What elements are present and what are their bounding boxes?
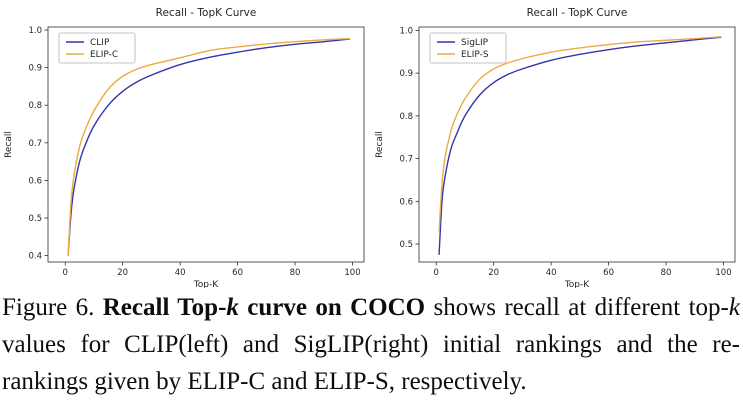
legend-label: CLIP (90, 38, 110, 48)
y-tick-label: 0.7 (399, 155, 413, 165)
figure-caption: Figure 6. Recall Top-k curve on COCO sho… (0, 288, 743, 400)
y-tick-label: 0.6 (28, 176, 42, 186)
y-tick-label: 1.0 (28, 26, 42, 36)
y-tick-label: 0.8 (399, 112, 413, 122)
caption-text-run: Figure 6. (2, 294, 103, 321)
y-tick-label: 0.5 (28, 214, 42, 224)
chart-svg: 0 20 40 60 80 100 0.5 0.6 0.7 0.8 0.9 1.0 Recall - T… (375, 7, 736, 290)
charts-row: 0 20 40 60 80 100 0.4 0.5 0.6 0.7 0.8 0.9 1.0 Recall … (0, 0, 742, 290)
legend-box (58, 32, 136, 64)
caption-text-run: values for CLIP(left) and SigLIP(right) … (2, 331, 740, 395)
x-axis-label: Top-K (564, 280, 590, 288)
legend-label: ELIP-C (90, 50, 118, 60)
x-tick-label: 0 (63, 268, 68, 278)
x-tick-label: 80 (290, 268, 301, 278)
chart-recall-topk-siglip: 0 20 40 60 80 100 0.5 0.6 0.7 0.8 0.9 1.0 Recall - T… (371, 0, 742, 290)
y-axis-label: Recall (4, 131, 14, 158)
x-tick-label: 100 (344, 268, 360, 278)
chart-recall-topk-clip: 0 20 40 60 80 100 0.4 0.5 0.6 0.7 0.8 0.9 1.0 Recall … (0, 0, 371, 290)
series-line-elip-c (67, 37, 351, 256)
x-tick-label: 60 (603, 268, 614, 278)
y-tick-label: 0.9 (399, 69, 413, 79)
x-axis-label: Top-K (193, 280, 219, 288)
legend-label: ELIP-S (461, 50, 489, 60)
plot-border (47, 26, 365, 263)
caption-text-run: k (728, 294, 740, 321)
y-tick-label: 0.7 (28, 139, 42, 149)
legend-label: SigLIP (461, 38, 489, 48)
x-tick-label: 80 (661, 268, 672, 278)
series-line-siglip (438, 36, 722, 256)
x-tick-label: 100 (715, 268, 731, 278)
caption-text-run: k (226, 294, 239, 321)
caption-text-run: curve on COCO (238, 294, 426, 321)
chart-title: Recall - TopK Curve (527, 7, 628, 19)
caption-text-run: shows recall at different top- (425, 294, 729, 321)
chart-svg: 0 20 40 60 80 100 0.4 0.5 0.6 0.7 0.8 0.9 1.0 Recall … (4, 7, 365, 290)
legend-box (429, 32, 507, 64)
chart-title: Recall - TopK Curve (156, 7, 257, 19)
y-tick-label: 0.8 (28, 101, 42, 111)
x-tick-label: 20 (117, 268, 128, 278)
y-tick-label: 1.0 (399, 26, 413, 36)
plot-border (418, 26, 736, 263)
x-tick-label: 20 (488, 268, 499, 278)
y-tick-label: 0.5 (399, 240, 413, 250)
series-line-elip-s (438, 36, 722, 232)
y-tick-label: 0.9 (28, 64, 42, 74)
caption-text-run: Recall Top- (102, 294, 227, 321)
x-tick-label: 40 (546, 268, 557, 278)
y-tick-label: 0.6 (399, 197, 413, 207)
x-tick-label: 60 (232, 268, 243, 278)
y-tick-label: 0.4 (28, 252, 42, 262)
series-line-clip (67, 38, 351, 256)
y-axis-label: Recall (375, 131, 385, 158)
x-tick-label: 0 (434, 268, 439, 278)
x-tick-label: 40 (175, 268, 186, 278)
